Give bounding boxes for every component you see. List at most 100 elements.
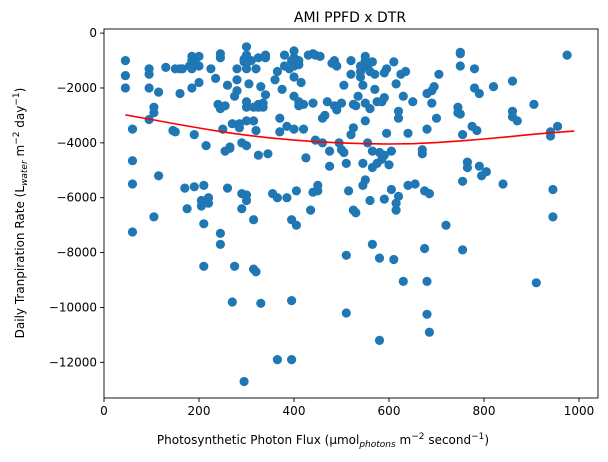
data-point <box>410 179 420 189</box>
data-point <box>367 146 377 156</box>
data-point <box>341 308 351 318</box>
data-point <box>332 105 342 115</box>
data-point <box>282 193 292 203</box>
data-point <box>370 69 380 79</box>
data-point <box>206 64 216 74</box>
data-point <box>512 116 522 126</box>
data-point <box>251 64 261 74</box>
data-point <box>256 298 266 308</box>
y-tick-label: −2000 <box>56 81 97 95</box>
data-point <box>472 125 482 136</box>
data-point <box>317 138 328 148</box>
data-point <box>249 215 259 225</box>
x-tick-label: 200 <box>188 404 211 418</box>
data-point <box>424 327 434 337</box>
data-point <box>417 149 427 159</box>
data-point <box>434 69 444 79</box>
data-point <box>222 80 233 90</box>
data-point <box>249 116 259 126</box>
data-point <box>455 109 465 119</box>
data-point <box>367 57 377 67</box>
data-point <box>358 80 368 90</box>
data-point <box>161 62 171 72</box>
data-point <box>127 124 138 134</box>
data-point <box>462 162 472 173</box>
data-point <box>529 99 539 109</box>
data-point <box>365 104 375 114</box>
data-point <box>215 228 225 238</box>
data-point <box>358 158 368 168</box>
data-point <box>365 195 375 206</box>
plot-frame <box>103 28 599 399</box>
data-point <box>481 167 491 177</box>
data-point <box>260 90 271 100</box>
data-point <box>241 141 252 151</box>
data-point <box>341 158 351 168</box>
data-point <box>403 180 413 190</box>
data-point <box>289 124 299 134</box>
data-point <box>398 276 408 286</box>
data-point <box>180 183 190 193</box>
data-point <box>339 147 349 158</box>
data-point <box>246 56 256 66</box>
x-tick-label: 0 <box>100 404 108 418</box>
data-point <box>336 98 347 108</box>
data-point <box>263 149 273 159</box>
data-point <box>325 161 335 171</box>
x-axis-label: Photosynthetic Photon Flux (μmolphotons … <box>157 432 489 450</box>
data-point <box>258 98 268 108</box>
data-point <box>260 50 271 60</box>
data-point <box>367 239 377 249</box>
data-point <box>351 101 361 111</box>
data-point <box>291 186 301 196</box>
data-point <box>379 150 389 160</box>
data-point <box>232 75 242 85</box>
data-point <box>270 75 280 85</box>
data-point <box>251 125 261 136</box>
data-point <box>239 376 249 387</box>
data-point <box>474 161 484 171</box>
data-point <box>374 253 385 263</box>
data-point <box>553 121 563 131</box>
data-point <box>548 212 558 222</box>
data-point <box>320 110 330 120</box>
data-point <box>427 98 437 108</box>
data-point <box>393 113 404 123</box>
data-point <box>241 195 252 206</box>
data-point <box>225 142 235 152</box>
data-point <box>562 50 572 60</box>
data-point <box>232 64 242 74</box>
data-point <box>182 204 192 214</box>
data-point <box>474 88 484 99</box>
fit-layer <box>125 114 575 145</box>
data-point <box>149 108 159 118</box>
data-point <box>237 204 247 214</box>
data-point <box>234 123 244 133</box>
data-point <box>272 355 282 365</box>
data-point <box>199 261 209 271</box>
data-point <box>203 193 214 203</box>
data-point <box>127 179 138 189</box>
data-point <box>296 77 306 88</box>
data-point <box>189 182 199 192</box>
x-tick-label: 400 <box>283 404 306 418</box>
data-point <box>389 57 399 67</box>
data-point <box>277 84 287 94</box>
data-point <box>382 64 392 74</box>
data-point <box>294 56 304 66</box>
data-point <box>424 189 434 199</box>
data-point <box>498 179 508 189</box>
data-point <box>344 186 354 196</box>
data-point <box>386 146 396 156</box>
data-point <box>194 77 204 88</box>
data-point <box>458 176 468 186</box>
data-point <box>351 208 361 218</box>
data-point <box>144 69 154 79</box>
data-point <box>298 124 309 134</box>
data-point <box>408 97 418 107</box>
y-tick-label: 0 <box>89 26 97 40</box>
data-point <box>170 127 180 137</box>
data-point <box>393 106 404 116</box>
chart-title: AMI PPFD x DTR <box>294 10 406 26</box>
